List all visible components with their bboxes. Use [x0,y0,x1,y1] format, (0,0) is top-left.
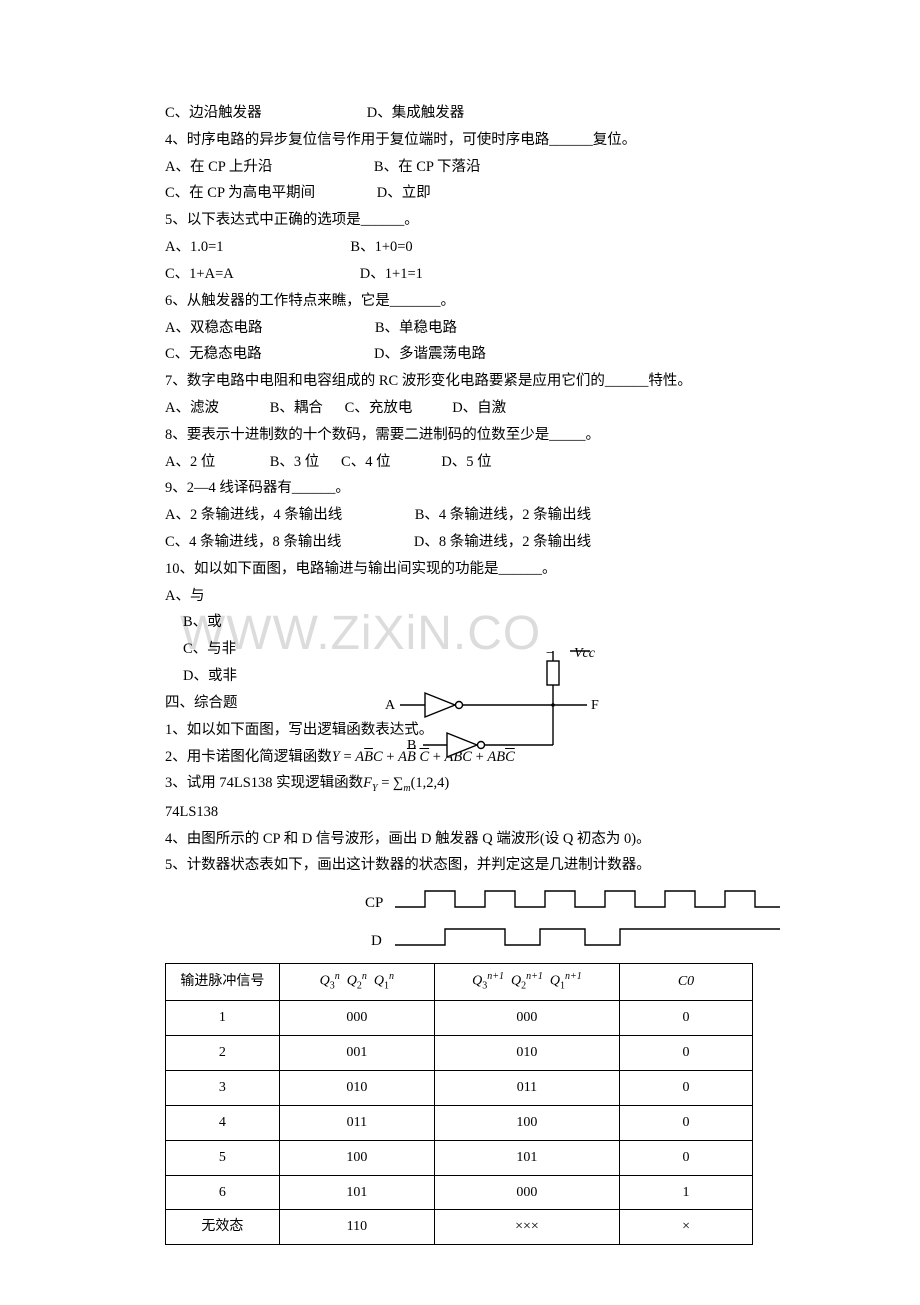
waveform-d-label: D [371,933,382,949]
counter-state-table: 输进脉冲信号 Q3n Q2n Q1n Q3n+1 Q2n+1 Q1n+1 C0 … [165,963,753,1245]
q9-options-ab: A、2 条输进线，4 条输出线 B、4 条输进线，2 条输出线 [165,502,755,529]
cell: 4 [166,1105,280,1140]
q7-a: A、滤波 [165,400,219,416]
table-row: 10000000 [166,1001,753,1036]
q8-options: A、2 位 B、3 位 C、4 位 D、5 位 [165,449,755,476]
q10-stem: 10、如以如下面图，电路输进与输出间实现的功能是______。 [165,556,755,583]
waveform-cp-label: CP [365,895,383,911]
table-row: 61010001 [166,1175,753,1210]
q5-options-ab: A、1.0=1 B、1+0=0 [165,234,755,261]
cell: 011 [434,1070,619,1105]
q6-b: B、单稳电路 [375,320,457,336]
q6-d: D、多谐震荡电路 [374,346,486,362]
table-row: 无效态110×××× [166,1210,753,1245]
cell: 1 [166,1001,280,1036]
q5-options-cd: C、1+A=A D、1+1=1 [165,261,755,288]
cell: 2 [166,1035,280,1070]
q4-a: A、在 CP 上升沿 [165,159,272,175]
q7-b: B、耦合 [270,400,323,416]
q4-d: D、立即 [377,185,431,201]
th-qn1: Q3n+1 Q2n+1 Q1n+1 [434,964,619,1001]
cell: 6 [166,1175,280,1210]
cell: 0 [620,1105,753,1140]
q5-stem: 5、以下表达式中正确的选项是______。 [165,207,755,234]
q8-stem: 8、要表示十进制数的十个数码，需要二进制码的位数至少是_____。 [165,422,755,449]
q8-c: C、4 位 [341,454,391,470]
q5-c: C、1+A=A [165,266,233,282]
table-header-row: 输进脉冲信号 Q3n Q2n Q1n Q3n+1 Q2n+1 Q1n+1 C0 [166,964,753,1001]
q8-a: A、2 位 [165,454,215,470]
cell: 010 [279,1070,434,1105]
table-row: 40111000 [166,1105,753,1140]
q9-b: B、4 条输进线，2 条输出线 [415,507,591,523]
q4-b: B、在 CP 下落沿 [374,159,481,175]
q8-b: B、3 位 [270,454,320,470]
q5-b: B、1+0=0 [350,239,412,255]
table-row: 20010100 [166,1035,753,1070]
cell: ××× [434,1210,619,1245]
cell: 000 [434,1001,619,1036]
q9-c: C、4 条输进线，8 条输出线 [165,534,341,550]
cell: 101 [279,1175,434,1210]
cell: 100 [434,1105,619,1140]
cell: 000 [279,1001,434,1036]
section4-s3: 3、试用 74LS138 实现逻辑函数FY = ∑m(1,2,4) [165,770,755,798]
q10-a: A、与 [165,583,755,610]
q4-c: C、在 CP 为高电平期间 [165,185,315,201]
circuit-b-label: B [407,738,416,753]
section4-s5: 5、计数器状态表如下，画出这计数器的状态图，并判定这是几进制计数器。 [165,852,755,879]
cell: 100 [279,1140,434,1175]
circuit-diagram: − Vcc A [375,643,605,763]
q10-b: B、或 [165,609,755,636]
q7-c: C、充放电 [345,400,413,416]
th-qn: Q3n Q2n Q1n [279,964,434,1001]
circuit-f-label: F [591,698,599,713]
cell: 0 [620,1140,753,1175]
th-pulse: 输进脉冲信号 [166,964,280,1001]
q9-stem: 9、2—4 线译码器有______。 [165,475,755,502]
circuit-a-label: A [385,698,396,713]
q6-stem: 6、从触发器的工作特点来瞧，它是_______。 [165,288,755,315]
cell: 110 [279,1210,434,1245]
cell: × [620,1210,753,1245]
q5-a: A、1.0=1 [165,239,224,255]
cell: 5 [166,1140,280,1175]
th-c0: C0 [620,964,753,1001]
q6-a: A、双稳态电路 [165,320,262,336]
q6-options-ab: A、双稳态电路 B、单稳电路 [165,315,755,342]
q3-d: D、集成触发器 [367,105,464,121]
cell: 010 [434,1035,619,1070]
waveform-cp-d: CP D [365,885,785,955]
cell: 1 [620,1175,753,1210]
cell: 0 [620,1070,753,1105]
table-row: 51001010 [166,1140,753,1175]
cell: 无效态 [166,1210,280,1245]
q4-stem: 4、时序电路的异步复位信号作用于复位端时，可使时序电路______复位。 [165,127,755,154]
q3-c: C、边沿触发器 [165,105,262,121]
q4-options-cd: C、在 CP 为高电平期间 D、立即 [165,180,755,207]
cell: 0 [620,1001,753,1036]
q7-options: A、滤波 B、耦合 C、充放电 D、自激 [165,395,755,422]
q8-d: D、5 位 [441,454,491,470]
q9-a: A、2 条输进线，4 条输出线 [165,507,342,523]
cell: 001 [279,1035,434,1070]
q7-stem: 7、数字电路中电阻和电容组成的 RC 波形变化电路要紧是应用它们的______特… [165,368,755,395]
section4-s4: 4、由图所示的 CP 和 D 信号波形，画出 D 触发器 Q 端波形(设 Q 初… [165,826,755,853]
cell: 011 [279,1105,434,1140]
q3-options-cd: C、边沿触发器 D、集成触发器 [165,100,755,127]
cell: 3 [166,1070,280,1105]
q9-options-cd: C、4 条输进线，8 条输出线 D、8 条输进线，2 条输出线 [165,529,755,556]
q6-c: C、无稳态电路 [165,346,262,362]
cell: 101 [434,1140,619,1175]
q9-d: D、8 条输进线，2 条输出线 [414,534,591,550]
circuit-vcc-label: Vcc [574,646,596,661]
q4-options-ab: A、在 CP 上升沿 B、在 CP 下落沿 [165,154,755,181]
q6-options-cd: C、无稳态电路 D、多谐震荡电路 [165,341,755,368]
q7-d: D、自激 [452,400,506,416]
table-row: 30100110 [166,1070,753,1105]
cell: 000 [434,1175,619,1210]
q5-d: D、1+1=1 [360,266,423,282]
section4-s3b: 74LS138 [165,799,755,826]
cell: 0 [620,1035,753,1070]
